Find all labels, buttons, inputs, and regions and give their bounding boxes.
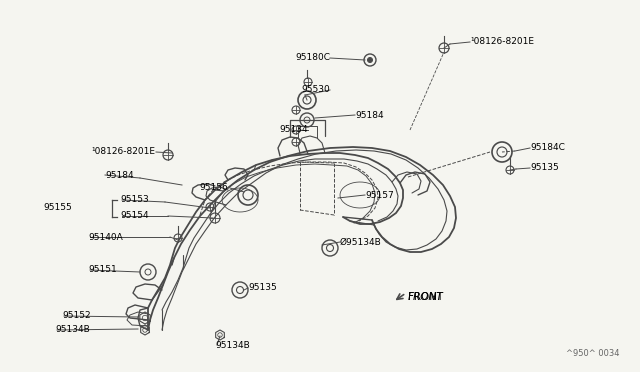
Text: 95134B: 95134B (55, 326, 90, 334)
Text: 95134: 95134 (280, 125, 308, 135)
Text: 95151: 95151 (88, 266, 116, 275)
Text: 95135: 95135 (248, 283, 276, 292)
Circle shape (367, 58, 372, 62)
Text: 95153: 95153 (120, 196, 148, 205)
Text: 95184: 95184 (355, 110, 383, 119)
Text: 95184C: 95184C (530, 144, 565, 153)
Text: 95135: 95135 (530, 164, 559, 173)
Text: FRONT: FRONT (408, 292, 444, 302)
Text: 95180C: 95180C (295, 54, 330, 62)
Text: FRONT: FRONT (408, 292, 444, 302)
Text: 95154: 95154 (120, 212, 148, 221)
Text: 95184: 95184 (105, 170, 134, 180)
Text: 95140A: 95140A (88, 232, 123, 241)
Text: Ø95134B: Ø95134B (340, 237, 381, 247)
Text: ^950^ 0034: ^950^ 0034 (566, 349, 620, 358)
Text: 95134B: 95134B (215, 340, 250, 350)
Text: ¹08126-8201E: ¹08126-8201E (91, 148, 155, 157)
Text: 95156: 95156 (199, 183, 228, 192)
Text: 95152: 95152 (62, 311, 91, 321)
Text: 95157: 95157 (365, 190, 394, 199)
Text: 95530: 95530 (301, 86, 330, 94)
Text: 95155: 95155 (44, 202, 72, 212)
Text: ¹08126-8201E: ¹08126-8201E (470, 38, 534, 46)
